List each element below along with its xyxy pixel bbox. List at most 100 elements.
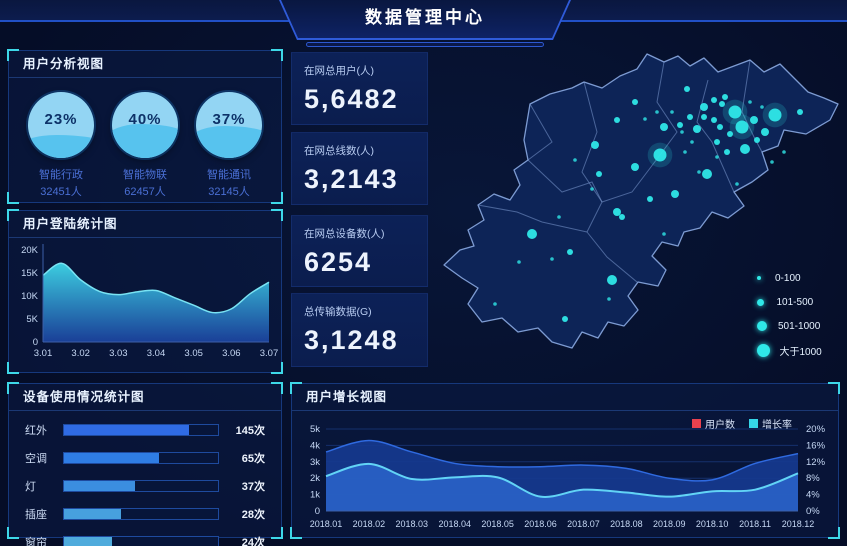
- bar-track: [63, 536, 219, 546]
- stat-card-total-data: 总传输数据(G) 3,1248: [291, 293, 428, 367]
- map-legend-item[interactable]: 101-500: [757, 290, 822, 314]
- svg-text:3.01: 3.01: [34, 348, 53, 359]
- bar-track: [63, 424, 219, 436]
- svg-text:3.07: 3.07: [260, 348, 279, 359]
- gauge-percent: 23%: [44, 111, 78, 128]
- gauge-admin: 23% 智能行政 32451人: [28, 92, 94, 200]
- stat-value: 6254: [304, 247, 373, 277]
- gauge-count: 32451人: [40, 185, 82, 198]
- panel-title-device-usage: 设备使用情况统计图: [9, 384, 281, 411]
- svg-text:2018.02: 2018.02: [353, 519, 386, 529]
- device-bar-row: 插座 28次: [25, 507, 265, 521]
- svg-text:4k: 4k: [310, 440, 320, 451]
- header-underline-decoration: [306, 42, 544, 47]
- stat-value: 5,6482: [304, 84, 399, 114]
- legend-dot-icon: [757, 276, 761, 280]
- svg-text:2018.04: 2018.04: [438, 519, 471, 529]
- svg-text:20K: 20K: [21, 245, 39, 256]
- bar-value: 65次: [241, 453, 265, 465]
- bar-fill: [64, 425, 189, 435]
- corner-bracket-icon: [271, 362, 283, 374]
- liquid-gauge-icon: 37%: [196, 92, 262, 158]
- bar-label: 窗帘: [25, 537, 47, 546]
- gauge-percent: 40%: [128, 111, 162, 128]
- login-area-chart: 0 5K 10K 15K 20K 3.01 3.02 3.03 3.04 3.05 3.06 3.07: [21, 244, 279, 359]
- corner-bracket-icon: [7, 192, 19, 204]
- panel-user-analysis: 用户分析视图 23% 智能行政 32451人 40% 智能物联: [7, 49, 283, 204]
- corner-bracket-icon: [828, 382, 840, 394]
- svg-text:2018.12: 2018.12: [782, 519, 815, 529]
- stat-title: 在网总用户(人): [304, 65, 374, 77]
- gauge-iot: 40% 智能物联 62457人: [112, 92, 178, 200]
- liquid-gauge-icon: 40%: [112, 92, 178, 158]
- map-legend-item[interactable]: 大于1000: [757, 338, 822, 362]
- region-map: [432, 42, 844, 378]
- bar-fill: [64, 537, 112, 546]
- map-legend: 0-100 101-500 501-1000 大于1000: [757, 266, 822, 362]
- legend-label: 大于1000: [779, 346, 822, 358]
- legend-item-growth-rate[interactable]: 增长率: [749, 416, 792, 431]
- corner-bracket-icon: [271, 527, 283, 539]
- stat-value: 3,2143: [304, 164, 399, 194]
- gauge-name: 智能物联: [123, 169, 167, 181]
- legend-label: 101-500: [776, 296, 814, 308]
- legend-swatch-icon: [749, 419, 758, 428]
- bar-label: 插座: [25, 509, 47, 521]
- legend-dot-icon: [757, 343, 770, 357]
- liquid-gauge-icon: 23%: [28, 92, 94, 158]
- svg-text:0: 0: [315, 506, 320, 517]
- corner-bracket-icon: [290, 382, 302, 394]
- legend-dot-icon: [757, 321, 767, 331]
- svg-text:5K: 5K: [26, 314, 38, 325]
- legend-label: 增长率: [762, 420, 792, 431]
- panel-title-user-analysis: 用户分析视图: [9, 51, 281, 78]
- bar-value: 37次: [241, 481, 265, 493]
- gauge-label: 智能通讯 32145人: [196, 167, 262, 200]
- svg-text:3.05: 3.05: [184, 348, 203, 359]
- bar-value: 24次: [241, 537, 265, 546]
- gauge-count: 32145人: [208, 185, 250, 198]
- legend-label: 0-100: [775, 272, 801, 284]
- device-bar-list: 红外 145次 空调 65次 灯 37次 插座 28次 窗帘: [9, 411, 281, 546]
- gauge-label: 智能物联 62457人: [112, 167, 178, 200]
- svg-text:2k: 2k: [310, 473, 320, 484]
- svg-text:2018.08: 2018.08: [610, 519, 643, 529]
- svg-text:2018.01: 2018.01: [310, 519, 343, 529]
- map-legend-item[interactable]: 501-1000: [757, 314, 822, 338]
- gauge-wave: [196, 126, 262, 158]
- stat-value: 3,1248: [304, 325, 399, 355]
- gauge-row: 23% 智能行政 32451人 40% 智能物联 62457人: [9, 78, 281, 200]
- gauge-label: 智能行政 32451人: [28, 167, 94, 200]
- gauge-percent: 37%: [212, 111, 246, 128]
- corner-bracket-icon: [7, 382, 19, 394]
- map-legend-item[interactable]: 0-100: [757, 266, 822, 290]
- corner-bracket-icon: [290, 527, 302, 539]
- stat-card-total-users: 在网总用户(人) 5,6482: [291, 52, 428, 125]
- panel-title-login-stats: 用户登陆统计图: [9, 211, 281, 238]
- device-bar-row: 窗帘 24次: [25, 535, 265, 546]
- svg-text:2018.09: 2018.09: [653, 519, 686, 529]
- corner-bracket-icon: [271, 209, 283, 221]
- svg-text:1k: 1k: [310, 490, 320, 501]
- svg-text:12%: 12%: [806, 457, 826, 468]
- device-bar-row: 灯 37次: [25, 479, 265, 493]
- corner-bracket-icon: [7, 362, 19, 374]
- map-svg: [443, 53, 839, 349]
- bar-value: 28次: [241, 509, 265, 521]
- gauge-wave: [112, 123, 178, 158]
- legend-item-users[interactable]: 用户数: [692, 416, 735, 431]
- svg-text:3.04: 3.04: [147, 348, 166, 359]
- panel-device-usage: 设备使用情况统计图 红外 145次 空调 65次 灯 37次 插座 28次: [7, 382, 283, 546]
- header-plate: 数据管理中心: [281, 0, 569, 38]
- bar-track: [63, 480, 219, 492]
- svg-text:2018.03: 2018.03: [396, 519, 429, 529]
- svg-text:0%: 0%: [806, 506, 820, 517]
- svg-text:20%: 20%: [806, 424, 826, 435]
- svg-text:0: 0: [33, 337, 38, 348]
- svg-text:15K: 15K: [21, 268, 39, 279]
- page-title: 数据管理中心: [365, 8, 485, 27]
- stat-card-total-lines: 在网总线数(人) 3,2143: [291, 132, 428, 205]
- gauge-name: 智能通讯: [207, 169, 251, 181]
- stat-title: 在网总设备数(人): [304, 228, 385, 240]
